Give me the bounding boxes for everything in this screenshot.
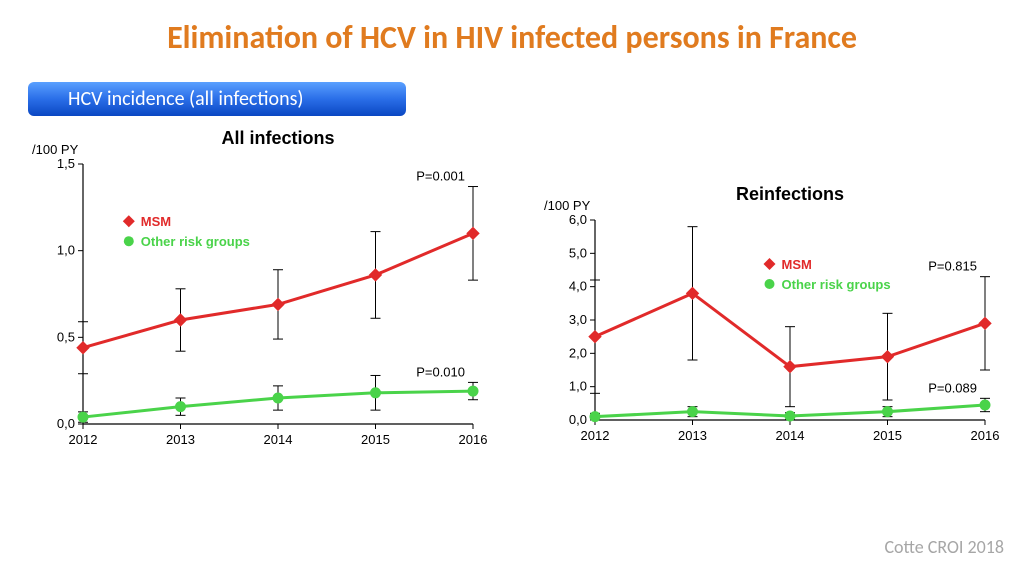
svg-text:5,0: 5,0	[569, 245, 587, 260]
svg-text:/100 PY: /100 PY	[544, 198, 591, 213]
svg-text:2015: 2015	[873, 428, 902, 443]
svg-text:1,0: 1,0	[569, 379, 587, 394]
svg-text:P=0.089: P=0.089	[928, 380, 977, 395]
svg-text:4,0: 4,0	[569, 279, 587, 294]
citation: Cotte CROI 2018	[884, 536, 1004, 558]
banner: HCV incidence (all infections)	[28, 82, 406, 116]
svg-text:P=0.001: P=0.001	[416, 169, 465, 184]
svg-text:2014: 2014	[776, 428, 805, 443]
svg-text:/100 PY: /100 PY	[32, 142, 79, 157]
svg-text:6,0: 6,0	[569, 212, 587, 227]
svg-text:2,0: 2,0	[569, 345, 587, 360]
chart-reinfections: Reinfections/100 PY 0,0 1,0 2,0 3,0 4,0 5,0 6,0…	[540, 180, 1000, 460]
slide-title: Elimination of HCV in HIV infected perso…	[0, 18, 1024, 57]
svg-text:Other risk groups: Other risk groups	[141, 234, 250, 249]
svg-text:0,0: 0,0	[57, 416, 75, 431]
svg-text:MSM: MSM	[782, 257, 812, 272]
svg-text:2012: 2012	[581, 428, 610, 443]
svg-text:1,0: 1,0	[57, 243, 75, 258]
svg-text:Reinfections: Reinfections	[736, 184, 844, 204]
svg-text:2014: 2014	[264, 432, 293, 447]
svg-text:3,0: 3,0	[569, 312, 587, 327]
chart-all-infections: All infections/100 PY 0,0 0,5 1,0 1,5 2012 201…	[28, 124, 488, 464]
svg-text:2013: 2013	[166, 432, 195, 447]
svg-text:2016: 2016	[971, 428, 1000, 443]
svg-text:Other risk groups: Other risk groups	[782, 277, 891, 292]
svg-text:0,0: 0,0	[569, 412, 587, 427]
svg-text:2015: 2015	[361, 432, 390, 447]
svg-text:2016: 2016	[459, 432, 488, 447]
svg-text:1,5: 1,5	[57, 156, 75, 171]
svg-text:2013: 2013	[678, 428, 707, 443]
svg-text:P=0.010: P=0.010	[416, 364, 465, 379]
svg-text:2012: 2012	[69, 432, 98, 447]
svg-text:MSM: MSM	[141, 214, 171, 229]
svg-text:P=0.815: P=0.815	[928, 259, 977, 274]
svg-text:0,5: 0,5	[57, 329, 75, 344]
svg-text:All infections: All infections	[221, 128, 334, 148]
